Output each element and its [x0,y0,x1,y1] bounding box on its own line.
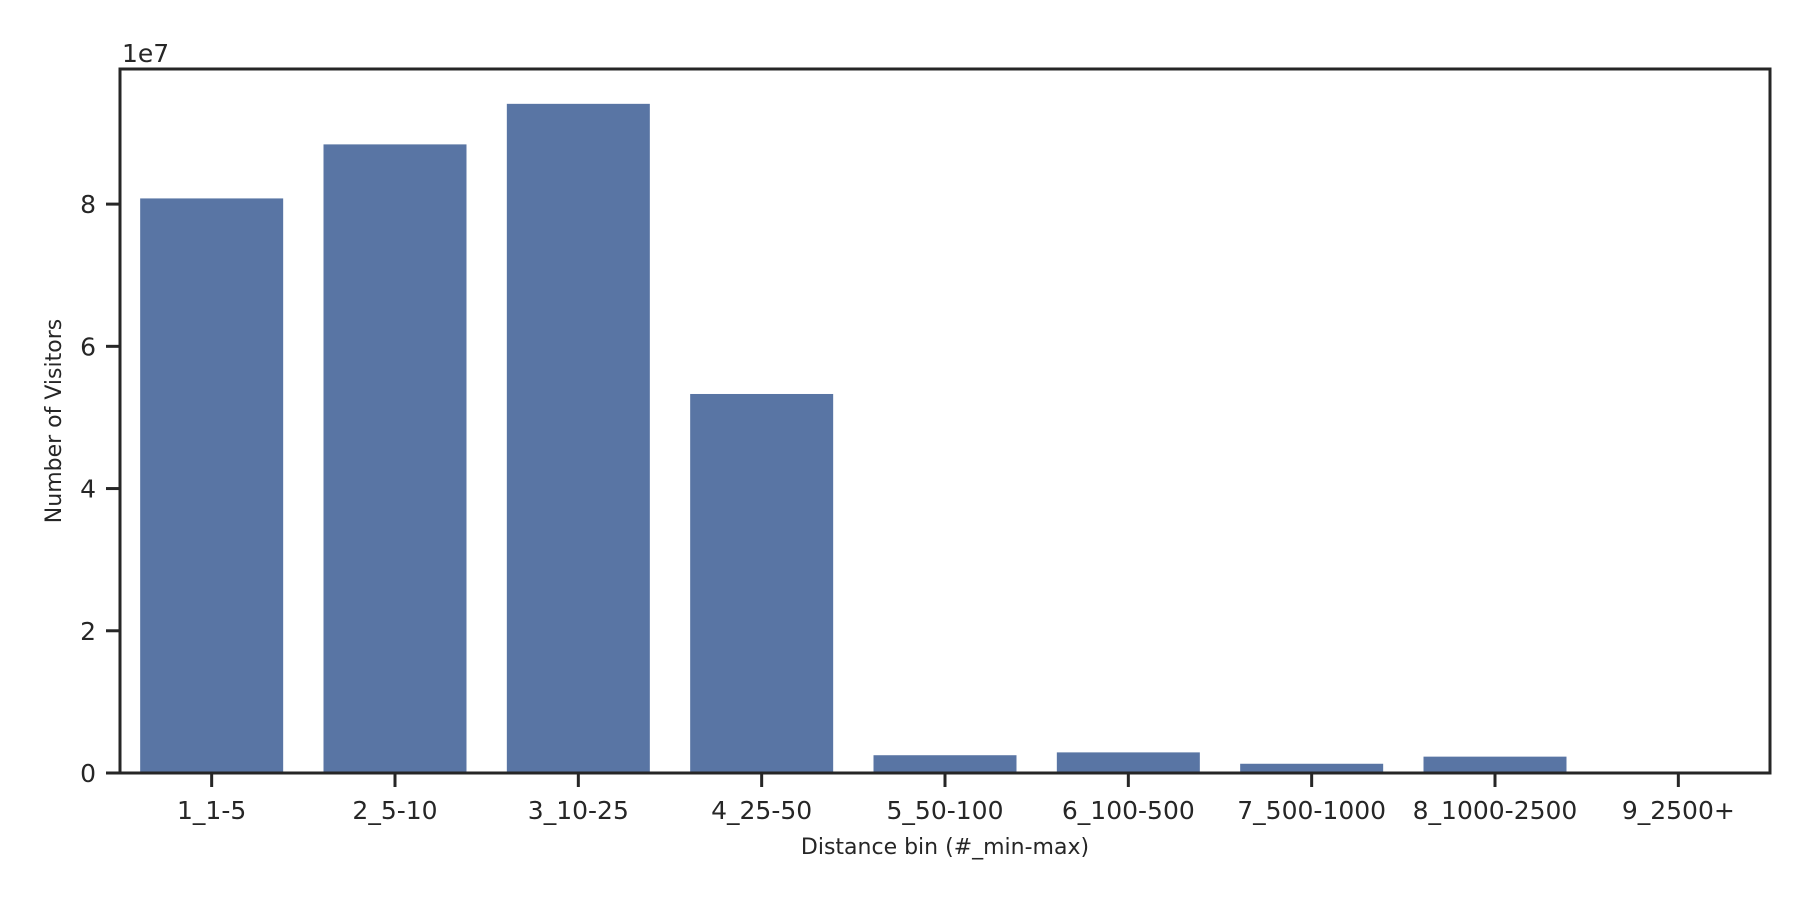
x-tick-label: 1_1-5 [177,796,246,825]
y-tick-label: 0 [80,759,96,788]
bars-layer [140,103,1567,774]
plot-frame [118,67,1772,775]
y-axis-label: Number of Visitors [42,319,67,523]
bar-5_50-100 [873,755,1017,773]
x-tick-label: 5_50-100 [887,796,1004,825]
x-tick-label: 4_25-50 [711,796,812,825]
x-tick-label: 2_5-10 [352,796,437,825]
bar-2_5-10 [323,144,467,773]
y-axis: 0 2 4 6 8 [80,190,120,788]
x-tick-label: 3_10-25 [528,796,629,825]
bar-3_10-25 [506,103,650,774]
y-axis-offset-label: 1e7 [122,39,169,68]
x-tick-label: 7_500-1000 [1237,796,1386,825]
y-tick-label: 8 [80,190,96,219]
bar-7_500-1000 [1240,763,1384,773]
bar-4_25-50 [690,393,834,773]
x-tick-label: 6_100-500 [1062,796,1195,825]
bar-6_100-500 [1056,752,1200,773]
y-tick-label: 4 [80,475,96,504]
x-tick-label: 9_2500+ [1622,796,1735,825]
y-tick-label: 2 [80,617,96,646]
x-tick-label: 8_1000-2500 [1413,796,1578,825]
x-axis-label: Distance bin (#_min-max) [801,835,1089,860]
x-axis: 1_1-5 2_5-10 3_10-25 4_25-50 5_50-100 6_100-5… [177,773,1735,825]
bar-8_1000-2500 [1423,756,1567,773]
y-tick-label: 6 [80,332,96,361]
bar-1_1-5 [140,198,284,774]
